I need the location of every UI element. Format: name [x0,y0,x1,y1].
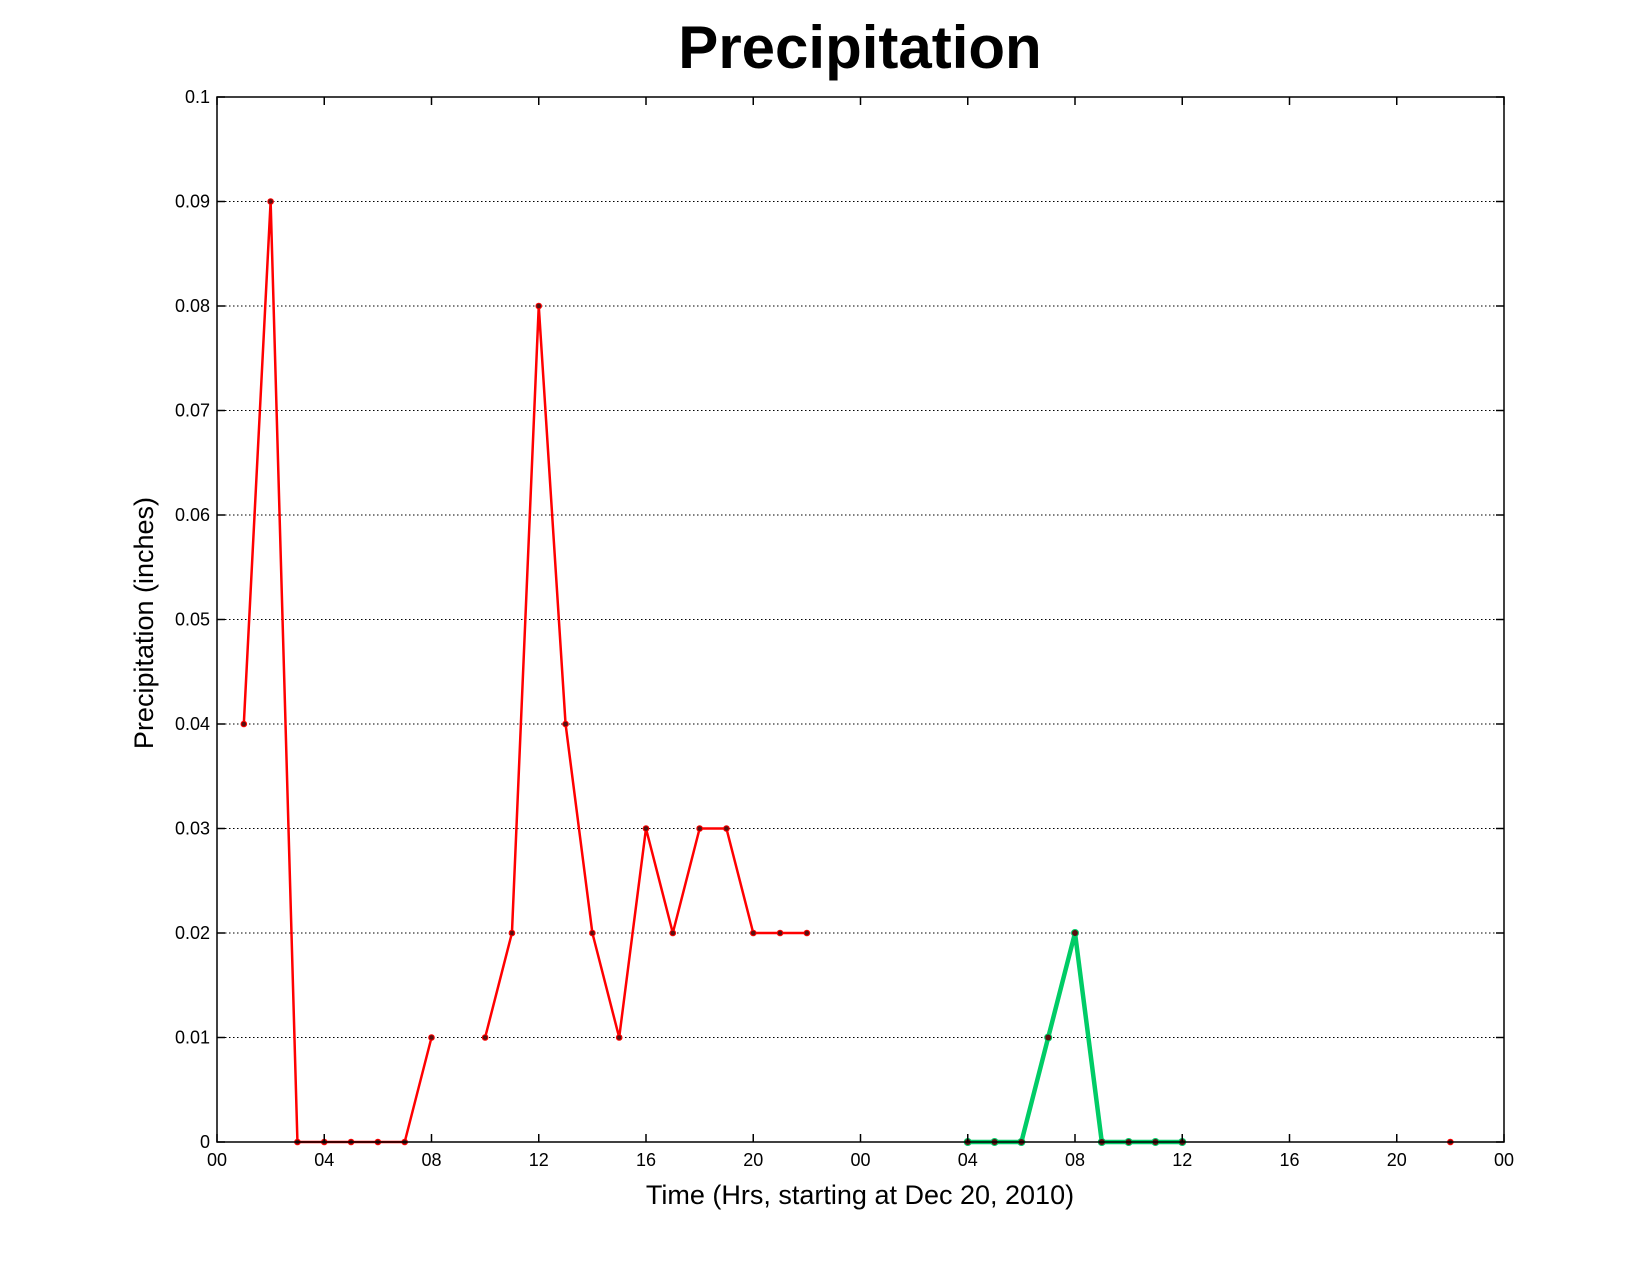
data-point [803,929,811,937]
x-tick-label: 12 [1172,1150,1192,1170]
y-tick-label: 0.09 [175,192,210,212]
x-tick-label: 00 [207,1150,227,1170]
x-tick-label: 12 [529,1150,549,1170]
data-point [723,825,730,832]
x-axis-label: Time (Hrs, starting at Dec 20, 2010) [646,1180,1074,1210]
x-tick-label: 20 [743,1150,763,1170]
data-point [481,1034,489,1041]
data-point [1044,1033,1053,1042]
x-tick-label: 08 [421,1150,441,1170]
x-tick-label: 00 [1494,1150,1514,1170]
series-layer [240,198,1454,1146]
data-point [696,825,703,832]
x-tick-label: 08 [1065,1150,1085,1170]
x-tick-label: 20 [1387,1150,1407,1170]
y-tick-label: 0 [200,1132,210,1152]
y-tick-label: 0.01 [175,1028,210,1048]
data-point [1071,929,1079,937]
data-point [508,929,516,937]
gridlines [217,201,1504,1038]
series-line [242,200,433,1144]
y-tick-label: 0.05 [175,610,210,630]
y-tick-label: 0.08 [175,296,210,316]
y-tick-label: 0.06 [175,505,210,525]
y-tick-label: 0.07 [175,401,210,421]
x-tick-label: 00 [850,1150,870,1170]
data-point [669,929,677,937]
data-point [428,1034,435,1041]
y-tick-label: 0.04 [175,714,210,734]
series-line [483,304,807,1039]
y-tick-label: 0.02 [175,923,210,943]
x-tick-label: 04 [958,1150,978,1170]
data-point [589,929,596,937]
data-point [535,302,543,310]
data-point [240,720,248,728]
data-point [749,929,757,937]
y-tick-label: 0.1 [185,87,210,107]
x-tick-label: 04 [314,1150,334,1170]
x-tick-label: 16 [636,1150,656,1170]
data-point [776,929,784,937]
chart-title: Precipitation [678,14,1041,81]
y-axis-label: Precipitation (inches) [129,497,159,749]
y-tick-label: 0.03 [175,819,210,839]
x-tick-label: 16 [1279,1150,1299,1170]
axis-ticks: 0 0.01 0.02 0.03 0.04 0.05 0.06 0.07 0.08 0.09 0.1… [175,87,1514,1170]
data-point [615,1034,623,1041]
data-point [267,198,274,205]
data-point [562,720,569,728]
data-point [642,825,650,832]
